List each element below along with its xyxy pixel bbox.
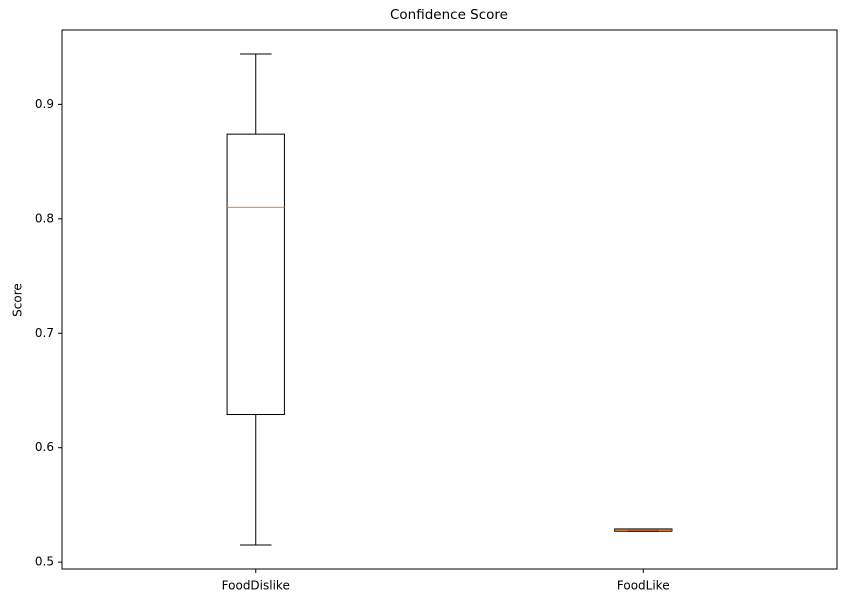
y-tick-label: 0.6	[35, 440, 54, 454]
box	[226, 133, 285, 416]
x-tick-label: FoodDislike	[222, 579, 290, 593]
y-axis-label: Score	[11, 283, 25, 317]
chart-title: Confidence Score	[390, 7, 508, 23]
plot-frame	[61, 29, 838, 570]
y-tick-label: 0.9	[35, 97, 54, 111]
x-tick-label: FoodLike	[617, 579, 670, 593]
y-tick-label: 0.7	[35, 326, 54, 340]
y-tick-label: 0.5	[35, 555, 54, 569]
y-tick-label: 0.8	[35, 211, 54, 225]
